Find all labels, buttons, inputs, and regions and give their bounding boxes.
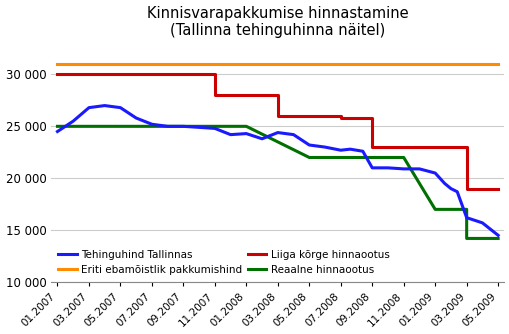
Liiga kõrge hinnaootus (274, 93, 280, 97)
Liiga kõrge hinnaootus (463, 187, 469, 191)
Reaalne hinnaootus (494, 236, 500, 240)
Tehinguhind Tallinnas (290, 133, 296, 137)
Liiga kõrge hinnaootus (369, 145, 375, 149)
Line: Tehinguhind Tallinnas: Tehinguhind Tallinnas (58, 106, 497, 235)
Tehinguhind Tallinnas (133, 116, 139, 120)
Legend: Tehinguhind Tallinnas, Eriti ebamõistlik pakkumishind, Liiga kõrge hinnaootus, R: Tehinguhind Tallinnas, Eriti ebamõistlik… (56, 247, 391, 277)
Title: Kinnisvarapakkumise hinnastamine
(Tallinna tehinguhinna näitel): Kinnisvarapakkumise hinnastamine (Tallin… (147, 6, 408, 38)
Tehinguhind Tallinnas (400, 167, 406, 171)
Tehinguhind Tallinnas (359, 149, 365, 153)
Tehinguhind Tallinnas (494, 233, 500, 237)
Tehinguhind Tallinnas (274, 131, 280, 135)
Liiga kõrge hinnaootus (337, 116, 343, 120)
Tehinguhind Tallinnas (211, 126, 217, 130)
Tehinguhind Tallinnas (478, 221, 485, 225)
Tehinguhind Tallinnas (447, 187, 453, 191)
Tehinguhind Tallinnas (54, 130, 61, 134)
Tehinguhind Tallinnas (195, 125, 202, 129)
Reaalne hinnaootus (431, 207, 437, 211)
Tehinguhind Tallinnas (101, 104, 107, 108)
Line: Reaalne hinnaootus: Reaalne hinnaootus (58, 126, 497, 238)
Liiga kõrge hinnaootus (494, 187, 500, 191)
Reaalne hinnaootus (305, 155, 312, 159)
Tehinguhind Tallinnas (321, 145, 327, 149)
Reaalne hinnaootus (463, 236, 469, 240)
Reaalne hinnaootus (243, 124, 249, 128)
Reaalne hinnaootus (463, 207, 469, 211)
Tehinguhind Tallinnas (259, 137, 265, 141)
Liiga kõrge hinnaootus (54, 72, 61, 76)
Tehinguhind Tallinnas (180, 124, 186, 128)
Tehinguhind Tallinnas (384, 166, 390, 170)
Tehinguhind Tallinnas (441, 181, 447, 185)
Reaalne hinnaootus (431, 207, 437, 211)
Tehinguhind Tallinnas (70, 119, 76, 123)
Line: Liiga kõrge hinnaootus: Liiga kõrge hinnaootus (58, 74, 497, 189)
Tehinguhind Tallinnas (463, 216, 469, 220)
Tehinguhind Tallinnas (347, 147, 353, 151)
Tehinguhind Tallinnas (243, 132, 249, 136)
Reaalne hinnaootus (400, 155, 406, 159)
Tehinguhind Tallinnas (227, 133, 233, 137)
Reaalne hinnaootus (305, 155, 312, 159)
Tehinguhind Tallinnas (369, 166, 375, 170)
Liiga kõrge hinnaootus (211, 72, 217, 76)
Tehinguhind Tallinnas (431, 171, 437, 175)
Tehinguhind Tallinnas (337, 148, 343, 152)
Liiga kõrge hinnaootus (274, 114, 280, 118)
Reaalne hinnaootus (400, 155, 406, 159)
Liiga kõrge hinnaootus (211, 93, 217, 97)
Liiga kõrge hinnaootus (369, 116, 375, 120)
Liiga kõrge hinnaootus (463, 145, 469, 149)
Tehinguhind Tallinnas (86, 106, 92, 110)
Liiga kõrge hinnaootus (337, 114, 343, 118)
Tehinguhind Tallinnas (305, 143, 312, 147)
Reaalne hinnaootus (54, 124, 61, 128)
Tehinguhind Tallinnas (149, 122, 155, 126)
Tehinguhind Tallinnas (415, 167, 421, 171)
Tehinguhind Tallinnas (117, 106, 123, 110)
Tehinguhind Tallinnas (454, 190, 460, 194)
Reaalne hinnaootus (243, 124, 249, 128)
Tehinguhind Tallinnas (164, 124, 171, 128)
